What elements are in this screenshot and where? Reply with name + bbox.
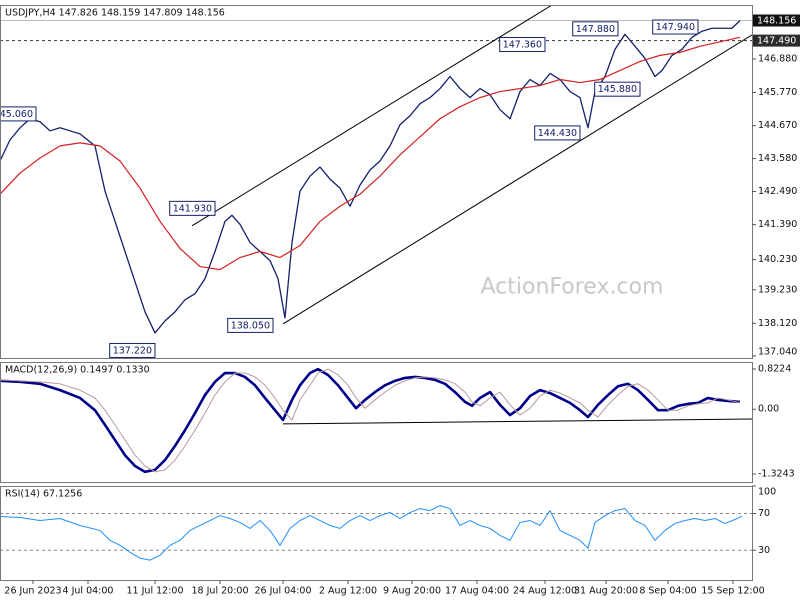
x-tick-label: 15 Sep 12:00 (701, 586, 764, 597)
x-tick-label: 26 Jul 04:00 (255, 586, 312, 597)
annotation-label: 141.930 (173, 203, 212, 214)
panel-frame (0, 5, 753, 359)
x-tick-label: 24 Aug 12:00 (513, 586, 577, 597)
annotation-label: 147.940 (656, 22, 695, 33)
x-tick-label: 11 Jul 12:00 (127, 586, 184, 597)
x-tick-label: 17 Aug 04:00 (445, 586, 509, 597)
annotation-box (169, 200, 216, 216)
y-tick-label: 142.490 (758, 186, 797, 197)
annotation-label: 147.360 (503, 40, 542, 51)
panel-title: RSI(14) 67.1256 (5, 489, 82, 500)
panel-frame (0, 362, 753, 483)
annotation-label: 145.880 (598, 84, 637, 95)
annotation-box (594, 81, 641, 97)
panel-title: MACD(12,26,9) 0.1497 0.1330 (5, 365, 150, 376)
x-tick-label: 8 Sep 04:00 (639, 586, 696, 597)
annotation-box (0, 106, 37, 122)
x-tick-label: 9 Aug 20:00 (383, 586, 441, 597)
x-tick-label: 31 Aug 20:00 (574, 586, 638, 597)
trend-line (282, 418, 752, 425)
annotation-label: 137.220 (113, 345, 152, 356)
level-label: 147.490 (757, 36, 796, 47)
series-line (0, 368, 741, 473)
annotation-label: 138.050 (231, 320, 270, 331)
y-tick-label: 70 (758, 508, 770, 519)
annotation-box (109, 342, 156, 358)
annotation-box (652, 19, 699, 35)
series-line (0, 20, 741, 334)
y-tick-label: 141.390 (758, 219, 797, 230)
panel-title: USDJPY,H4 147.826 148.159 147.809 148.15… (5, 8, 225, 19)
series-line (0, 505, 743, 561)
annotation-box (572, 21, 619, 37)
y-tick-label: 139.230 (758, 284, 797, 295)
y-tick-label: 137.040 (758, 347, 797, 358)
plot-area: ActionForex.com (0, 5, 752, 334)
y-tick-label: -1.3243 (758, 468, 795, 479)
x-tick-label: 18 Jul 20:00 (192, 586, 249, 597)
annotation-box (499, 37, 546, 53)
annotation-label: 147.880 (576, 24, 615, 35)
y-tick-label: 143.580 (758, 153, 797, 164)
plot-area (0, 367, 752, 474)
y-tick-label: 145.770 (758, 87, 797, 98)
level-box (753, 34, 800, 47)
y-tick-label: 30 (758, 545, 770, 556)
last-price-box (753, 14, 800, 27)
annotation-label: 144.430 (538, 128, 577, 139)
y-tick-label: 140.230 (758, 254, 797, 265)
last-price-label: 148.156 (757, 16, 796, 27)
y-tick-label: 0.8224 (758, 363, 791, 374)
y-tick-label: 0.00 (758, 404, 779, 415)
x-tick-label: 2 Aug 12:00 (319, 586, 377, 597)
y-tick-label: 144.670 (758, 120, 797, 131)
y-tick-label: 146.880 (758, 54, 797, 65)
plot-area (0, 505, 752, 561)
annotation-box (534, 125, 581, 141)
x-tick-label: 26 Jun 2023 (4, 586, 61, 597)
x-tick-label: 4 Jul 04:00 (63, 586, 114, 597)
panel-frame (0, 486, 753, 581)
series-line (0, 367, 741, 474)
annotation-box (227, 317, 274, 333)
trend-line (282, 34, 752, 325)
y-tick-label: 138.120 (758, 318, 797, 329)
annotation-label: 145.060 (0, 109, 33, 120)
series-line (0, 36, 741, 271)
trend-line (191, 5, 553, 227)
y-tick-label: 100 (758, 487, 776, 498)
watermark: ActionForex.com (481, 275, 664, 300)
